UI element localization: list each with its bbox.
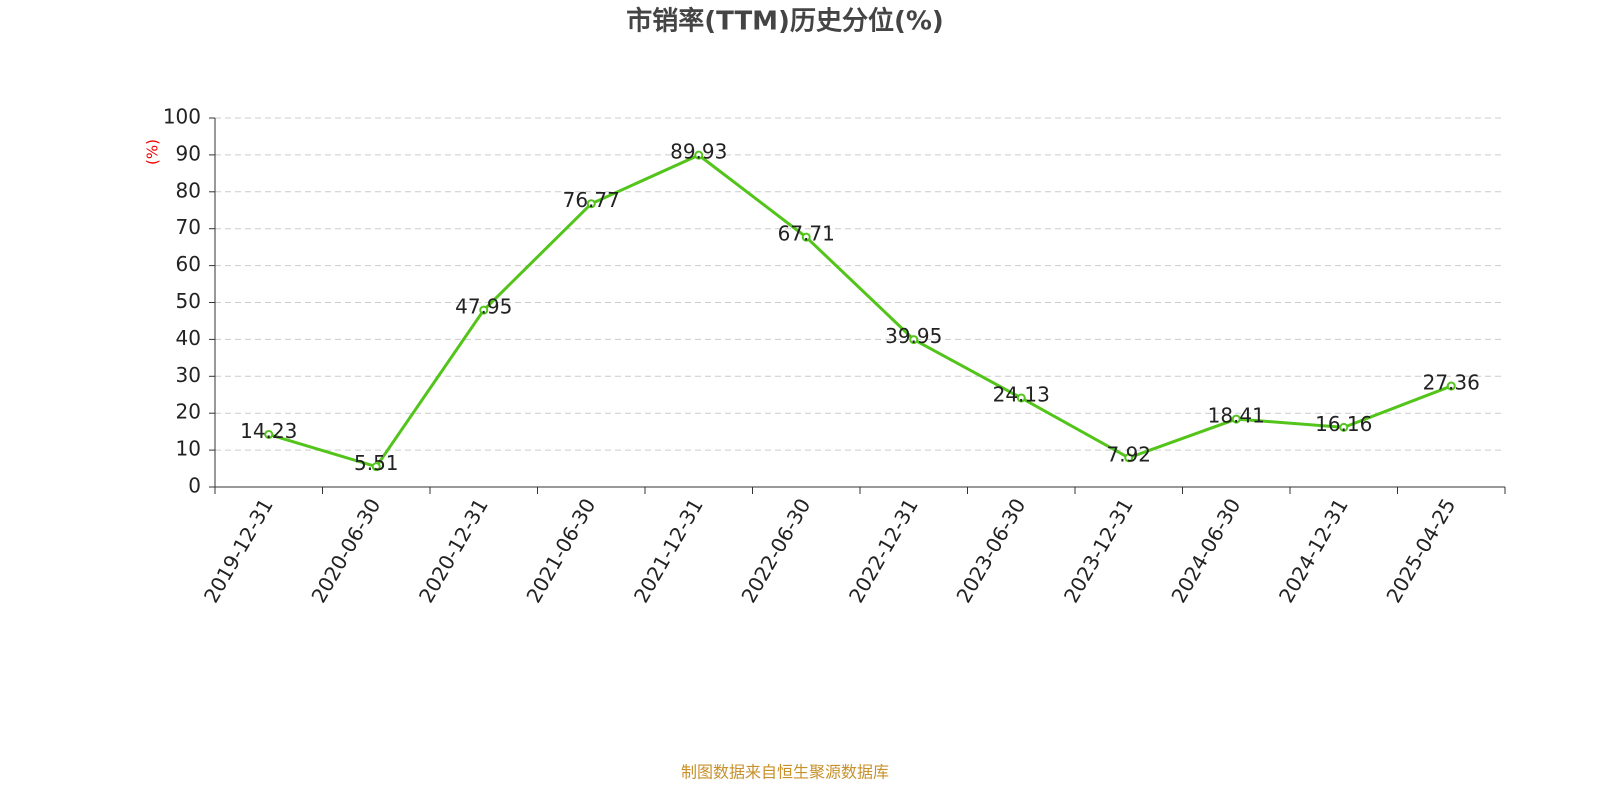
x-tick-label: 2021-06-30 — [521, 494, 600, 607]
data-label: 5.51 — [354, 451, 399, 475]
data-label: 39.95 — [885, 324, 942, 348]
y-axis-label: (%) — [144, 139, 162, 165]
data-label: 24.13 — [993, 382, 1050, 406]
y-tick-label: 10 — [176, 437, 201, 461]
data-label: 18.41 — [1208, 404, 1265, 428]
data-point — [909, 335, 919, 345]
x-tick-label: 2024-12-31 — [1274, 494, 1353, 607]
x-tick-label: 2020-06-30 — [306, 494, 385, 607]
x-tick-label: 2024-06-30 — [1166, 494, 1245, 607]
data-label: 67.71 — [778, 222, 835, 246]
series-line — [268, 153, 1452, 469]
data-point — [801, 232, 811, 242]
data-label: 7.92 — [1106, 442, 1151, 466]
data-point — [1016, 393, 1026, 403]
data-point — [1124, 453, 1134, 463]
y-tick-label: 60 — [176, 252, 201, 276]
y-tick-label: 20 — [176, 400, 201, 424]
y-tick-label: 100 — [163, 105, 201, 129]
source-note: 制图数据来自恒生聚源数据库 — [681, 763, 889, 782]
data-label: 76.77 — [563, 188, 620, 212]
data-point — [1231, 414, 1241, 424]
x-tick-label: 2025-04-25 — [1381, 494, 1460, 607]
y-tick-label: 50 — [176, 289, 201, 313]
y-tick-label: 0 — [188, 474, 201, 498]
data-point — [264, 429, 274, 439]
data-label: 47.95 — [455, 295, 512, 319]
y-tick-label: 90 — [176, 141, 201, 165]
data-point — [371, 462, 381, 472]
x-tick-label: 2020-12-31 — [414, 494, 493, 607]
x-tick-label: 2019-12-31 — [199, 494, 278, 607]
y-tick-label: 80 — [176, 178, 201, 202]
data-point — [1446, 381, 1456, 391]
data-point — [1339, 422, 1349, 432]
x-tick-label: 2021-12-31 — [629, 494, 708, 607]
data-label: 27.36 — [1423, 371, 1480, 395]
data-label: 16.16 — [1315, 412, 1372, 436]
data-label: 14.23 — [240, 419, 297, 443]
y-tick-label: 70 — [176, 215, 201, 239]
x-tick-label: 2022-06-30 — [736, 494, 815, 607]
chart-title: 市销率(TTM)历史分位(%) — [626, 6, 944, 37]
data-point — [586, 199, 596, 209]
data-point — [694, 150, 704, 160]
y-tick-label: 30 — [176, 363, 201, 387]
data-label: 89.93 — [670, 140, 727, 164]
y-tick-label: 40 — [176, 326, 201, 350]
data-point — [479, 305, 489, 315]
x-tick-label: 2023-06-30 — [951, 494, 1030, 607]
x-tick-label: 2022-12-31 — [844, 494, 923, 607]
x-tick-label: 2023-12-31 — [1059, 494, 1138, 607]
